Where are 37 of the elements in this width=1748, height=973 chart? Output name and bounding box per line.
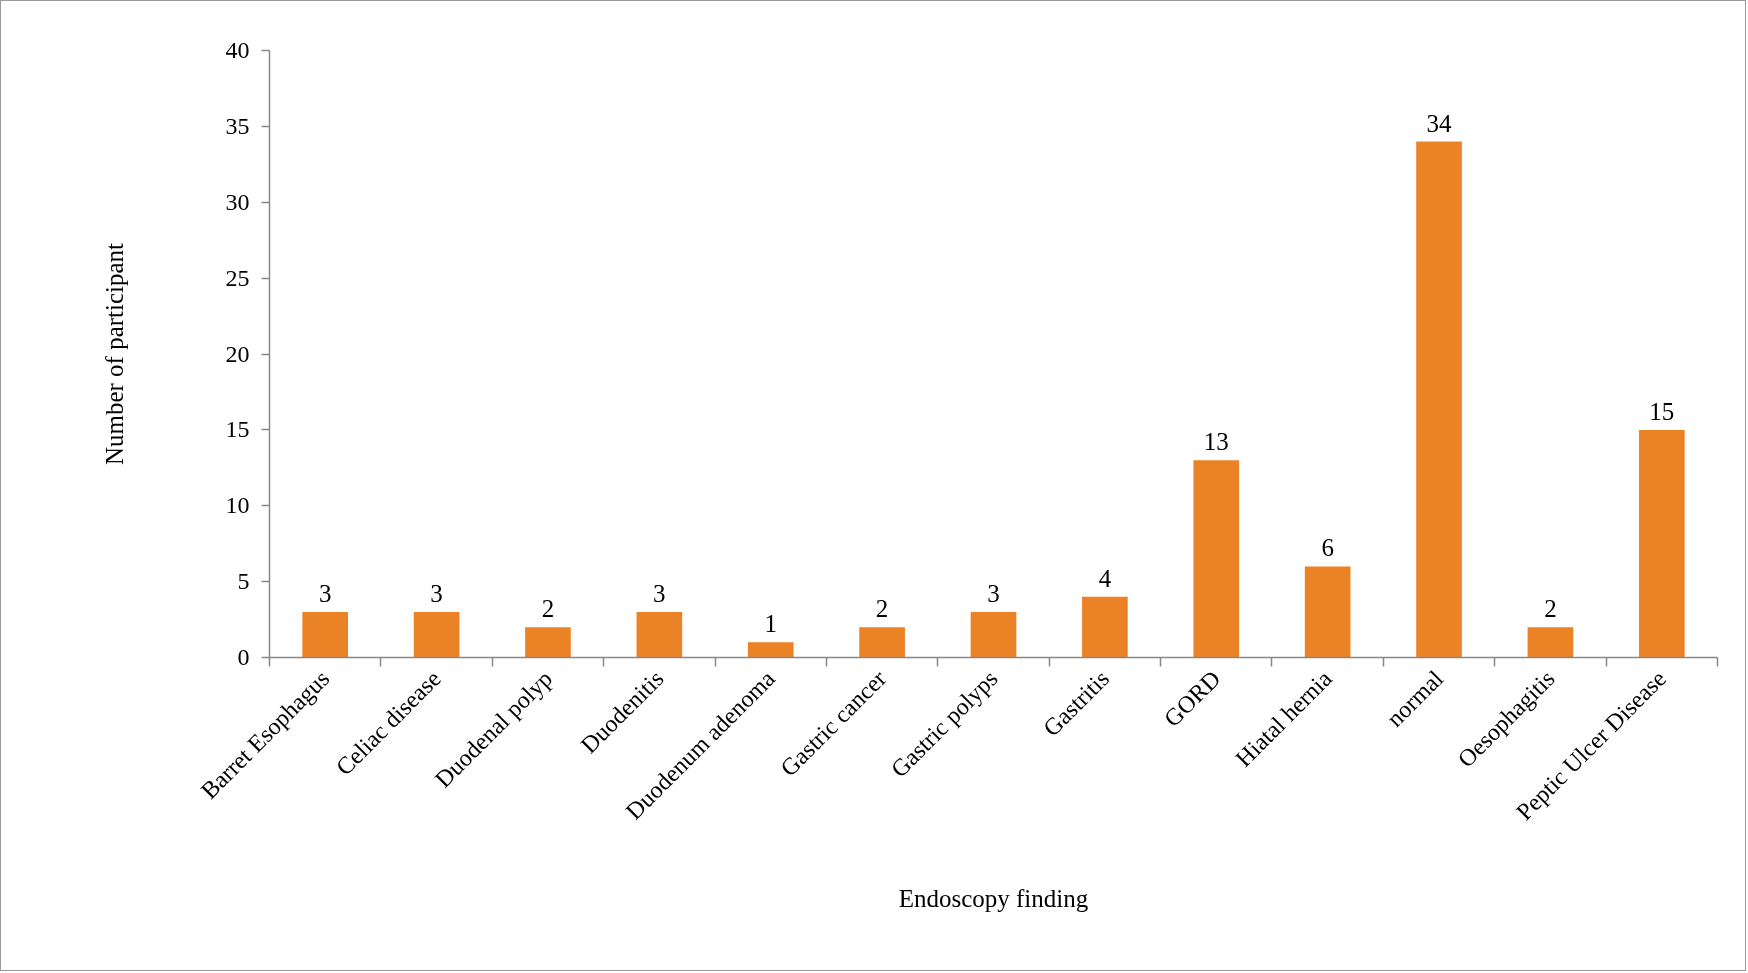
data-label: 3 (987, 579, 1000, 607)
y-tick-label: 10 (225, 492, 250, 519)
bar (525, 627, 571, 658)
bar (1527, 627, 1574, 658)
data-label: 3 (430, 579, 443, 607)
y-tick-label: 40 (225, 37, 250, 63)
bar (1416, 141, 1462, 658)
data-label: 3 (318, 579, 332, 607)
bar (970, 611, 1017, 658)
data-label: 2 (875, 595, 889, 623)
y-tick-label: 0 (237, 644, 250, 670)
y-axis-title: Number of participant (100, 242, 128, 466)
data-label: 1 (764, 610, 777, 638)
bar (1638, 429, 1685, 658)
data-label: 6 (1321, 534, 1334, 562)
bar (636, 611, 683, 658)
bar (413, 611, 460, 658)
bar (859, 627, 905, 658)
bar (302, 611, 349, 658)
data-label: 15 (1649, 397, 1675, 425)
y-tick-label: 5 (237, 568, 250, 595)
y-tick-label: 35 (225, 112, 250, 139)
data-label: 4 (1098, 564, 1112, 592)
y-tick-label: 30 (225, 188, 250, 215)
data-label: 3 (653, 579, 666, 607)
y-tick-label: 15 (225, 416, 250, 443)
bar (1082, 596, 1128, 658)
data-label: 2 (1544, 595, 1557, 623)
data-label: 13 (1203, 428, 1229, 456)
y-tick-label: 20 (225, 340, 250, 367)
bar (1304, 566, 1351, 658)
bar (1193, 460, 1240, 658)
data-label: 2 (541, 595, 555, 623)
data-label: 34 (1426, 109, 1453, 137)
bar (747, 642, 794, 658)
x-axis-title: Endoscopy finding (898, 885, 1089, 913)
y-tick-label: 25 (225, 264, 250, 291)
